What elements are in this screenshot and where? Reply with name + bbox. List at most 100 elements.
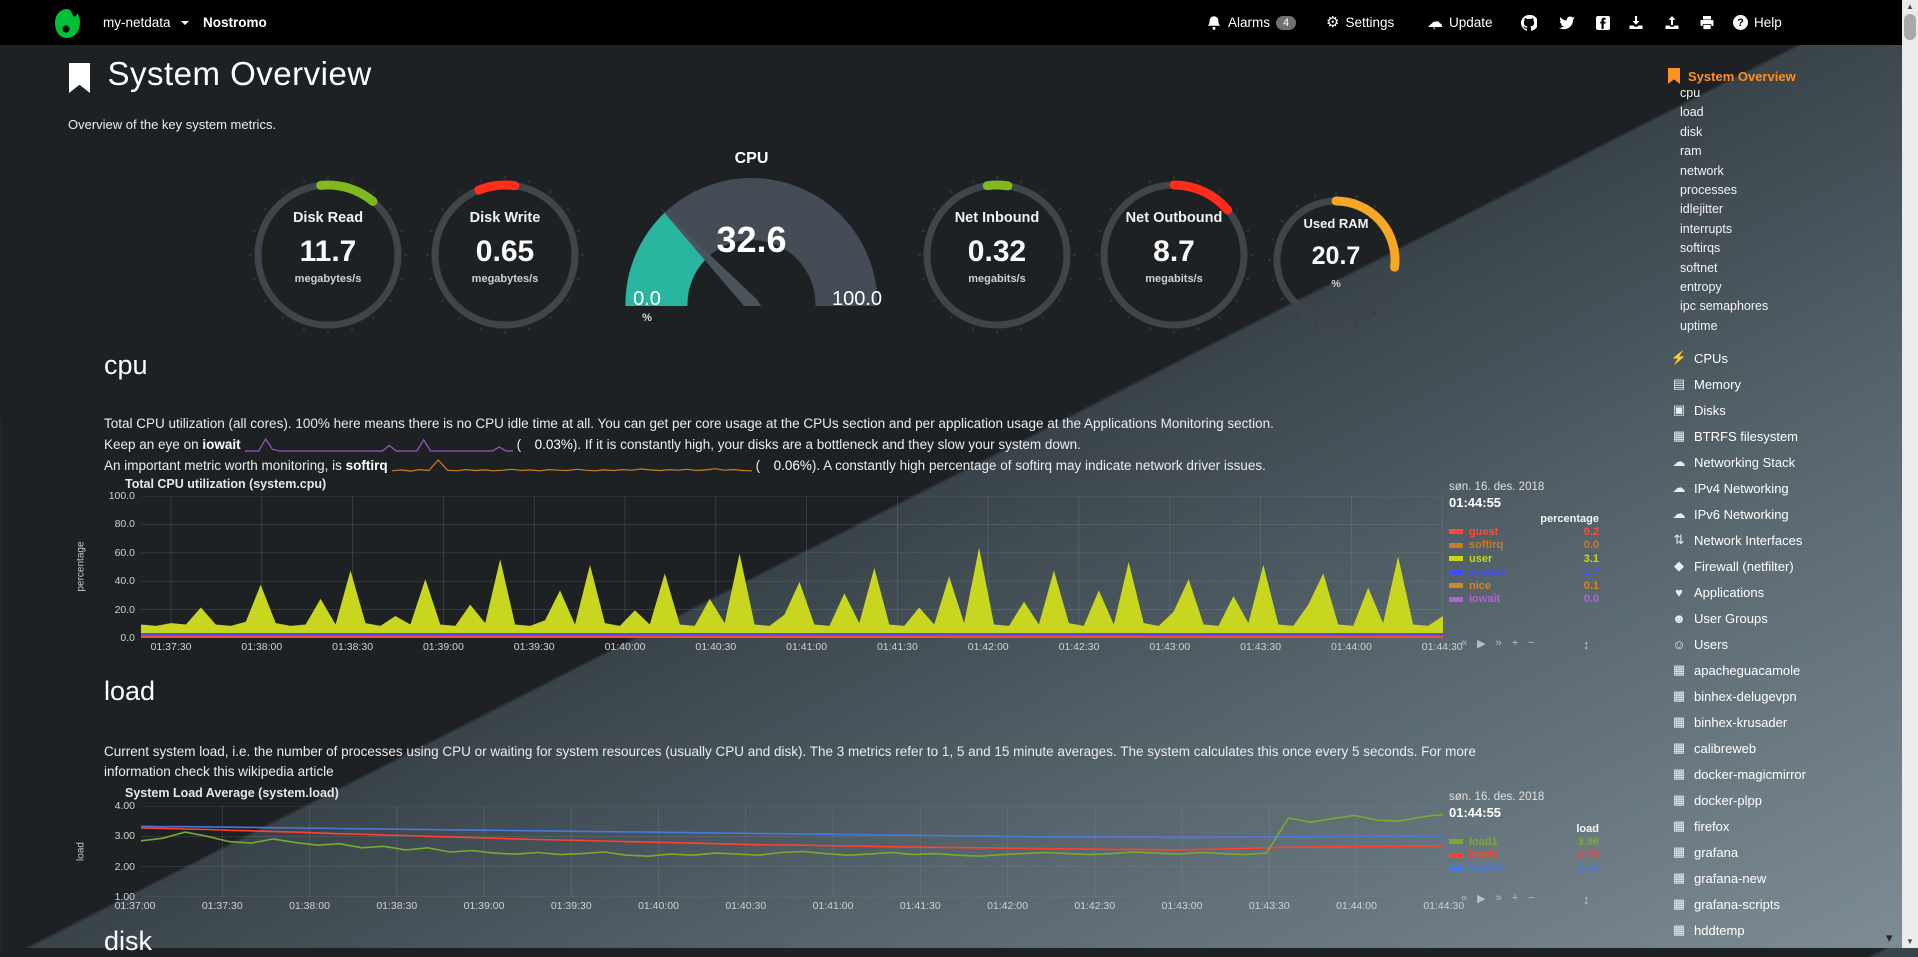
legend-row-system[interactable]: system 1.7 [1449,566,1599,580]
facebook-link[interactable] [1595,0,1611,45]
sidebar-item-ipc-semaphores[interactable]: ipc semaphores [1680,299,1769,314]
legend-row-iowait[interactable]: iowait 0.0 [1449,593,1599,607]
sidebar-item-entropy[interactable]: entropy [1680,279,1722,294]
print-button[interactable] [1699,0,1715,45]
sidebar-item-processes[interactable]: processes [1680,182,1737,197]
gauge-net-outbound[interactable]: Net Outbound 8.7 megabits/s [1089,170,1259,340]
sidebar-item-user-groups[interactable]: ☻ User Groups [1668,605,1894,631]
node-name[interactable]: Nostromo [203,0,267,45]
sidebar-item-grafana-new[interactable]: ▦ grafana-new [1668,865,1894,891]
zoom-out-button[interactable]: − [1528,892,1535,904]
sidebar-item-network[interactable]: network [1680,163,1724,178]
sidebar-item-docker-plpp[interactable]: ▦ docker-plpp [1668,787,1894,813]
pan-forward-button[interactable]: » [1495,637,1502,649]
sidebar-item-system-overview[interactable]: System Overview [1668,68,1894,84]
sidebar-item-ipv6-networking[interactable]: ☁ IPv6 Networking [1668,501,1894,527]
gauge-disk-write[interactable]: Disk Write 0.65 megabytes/s [420,170,590,340]
sidebar-item-interrupts[interactable]: interrupts [1680,221,1733,236]
load-chart-plot[interactable] [141,806,1443,897]
github-link[interactable] [1521,0,1537,45]
sidebar-item-label: grafana-scripts [1694,896,1780,912]
zoom-in-button[interactable]: + [1511,637,1519,649]
desc-text: ). If it is constantly high, your disks … [572,437,1081,452]
scroll-down-icon[interactable]: ▼ [1906,937,1914,946]
netdata-logo[interactable] [52,0,82,45]
settings-label: Settings [1345,15,1395,30]
help-button[interactable]: ? Help [1733,0,1782,45]
sidebar-item-label: Applications [1694,584,1765,600]
sidebar-item-idlejitter[interactable]: idlejitter [1680,202,1724,217]
legend-row-user[interactable]: user 3.1 [1449,552,1599,566]
alarms-button[interactable]: Alarms 4 [1206,0,1297,45]
zoom-out-button[interactable]: − [1528,637,1535,649]
play-button[interactable]: ▶ [1477,893,1486,905]
x-tick: 01:43:00 [1149,641,1191,653]
zoom-in-button[interactable]: + [1511,892,1519,904]
node-selector[interactable]: my-netdata [103,0,189,45]
scrollbar-thumb[interactable] [1904,14,1916,40]
sidebar-item-applications[interactable]: ♥ Applications [1668,579,1894,605]
sidebar-item-cpu[interactable]: cpu [1680,86,1701,100]
sidebar-item-uptime[interactable]: uptime [1680,318,1718,333]
sidebar-item-docker-magicmirror[interactable]: ▦ docker-magicmirror [1668,761,1894,787]
sidebar-item-disk[interactable]: disk [1680,124,1703,139]
x-tick: 01:37:30 [201,900,243,912]
sidebar-item-softirqs[interactable]: softirqs [1680,241,1721,256]
sidebar-item-ipv4-networking[interactable]: ☁ IPv4 Networking [1668,475,1894,501]
sidebar-item-label: User Groups [1694,610,1768,626]
x-tick: 01:42:00 [967,641,1009,653]
x-tick: 01:41:30 [876,641,918,653]
legend-label: load1 [1469,835,1498,848]
sidebar-item-apacheguacamole[interactable]: ▦ apacheguacamole [1668,657,1894,683]
pan-backward-button[interactable]: « [1461,637,1468,649]
page-header: System Overview Overview of the key syst… [68,55,372,132]
sidebar-item-calibreweb[interactable]: ▦ calibreweb [1668,735,1894,761]
twitter-link[interactable] [1559,0,1575,45]
sidebar-item-cpus[interactable]: ⚡ CPUs [1668,345,1894,371]
play-button[interactable]: ▶ [1477,638,1486,650]
facebook-icon [1596,15,1610,30]
gauge-cpu[interactable]: CPU 32.6 0.0% 100.0 [611,150,892,335]
legend-row-load1[interactable]: load1 3.96 [1449,835,1599,849]
y-tick: 80.0 [114,518,135,531]
settings-button[interactable]: ⚙ Settings [1326,0,1394,45]
update-button[interactable]: ☁ ↓ Update [1427,0,1493,45]
pan-forward-button[interactable]: » [1495,892,1502,904]
sidebar-item-softnet[interactable]: softnet [1680,260,1718,275]
bell-icon [1207,15,1221,30]
gauge-disk-read[interactable]: Disk Read 11.7 megabytes/s [243,170,413,340]
sidebar-item-firewall-netfilter-[interactable]: ◆ Firewall (netfilter) [1668,553,1894,579]
export-button[interactable] [1664,0,1680,45]
gauge-net-inbound[interactable]: Net Inbound 0.32 megabits/s [912,170,1082,340]
gauge-unit: megabytes/s [471,273,539,285]
gauge-used-ram[interactable]: Used RAM 20.7% [1262,186,1410,334]
sidebar-item-users[interactable]: ☺ Users [1668,631,1894,657]
sidebar-item-hddtemp[interactable]: ▦ hddtemp [1668,917,1894,943]
sidebar-item-firefox[interactable]: ▦ firefox [1668,813,1894,839]
sidebar-item-disks[interactable]: ▣ Disks [1668,397,1894,423]
legend-row-load5[interactable]: load5 2.75 [1449,849,1599,863]
legend-row-nice[interactable]: nice 0.1 [1449,579,1599,593]
sidebar-item-grafana[interactable]: ▦ grafana [1668,839,1894,865]
sidebar-item-grafana-scripts[interactable]: ▦ grafana-scripts [1668,891,1894,917]
chevron-down-icon[interactable]: ▾ [1886,930,1893,945]
scroll-up-icon[interactable]: ▲ [1906,2,1914,11]
sidebar-item-btrfs-filesystem[interactable]: ▦ BTRFS filesystem [1668,423,1894,449]
sidebar-item-memory[interactable]: ▤ Memory [1668,371,1894,397]
legend-row-load15[interactable]: load15 3.13 [1449,862,1599,876]
legend-row-softirq[interactable]: softirq 0.0 [1449,539,1599,553]
resize-handle[interactable]: ↕ [1583,892,1590,907]
legend-row-guest[interactable]: guest 0.2 [1449,525,1599,539]
resize-handle[interactable]: ↕ [1583,637,1590,652]
sidebar-item-ram[interactable]: ram [1680,144,1702,159]
pan-backward-button[interactable]: « [1461,892,1468,904]
sidebar-item-load[interactable]: load [1680,105,1704,120]
import-button[interactable] [1628,0,1644,45]
sidebar-item-binhex-krusader[interactable]: ▦ binhex-krusader [1668,709,1894,735]
gauge-title: Used RAM [1303,216,1369,231]
sidebar-item-networking-stack[interactable]: ☁ Networking Stack [1668,449,1894,475]
page-scrollbar[interactable]: ▲ ▼ [1902,0,1918,948]
sidebar-item-network-interfaces[interactable]: ⇅ Network Interfaces [1668,527,1894,553]
cpu-chart-plot[interactable] [141,496,1443,638]
sidebar-item-binhex-delugevpn[interactable]: ▦ binhex-delugevpn [1668,683,1894,709]
